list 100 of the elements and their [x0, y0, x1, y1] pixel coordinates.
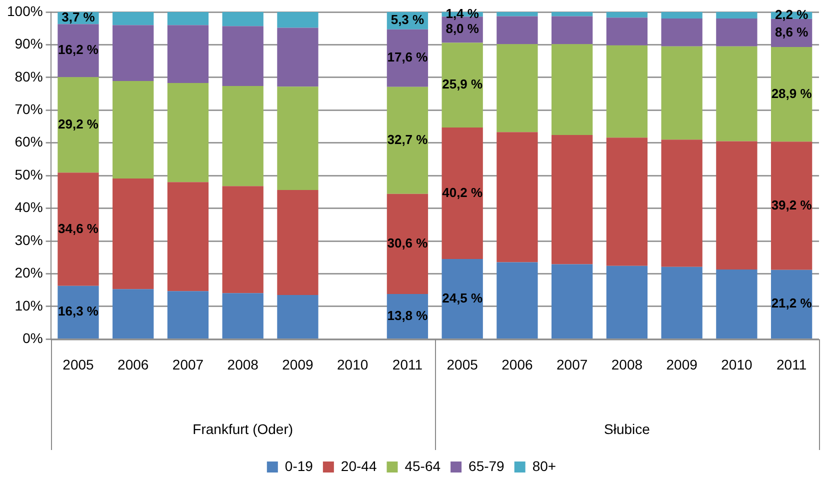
bar — [661, 18, 702, 46]
bar — [386, 86, 428, 194]
y-tick-label: 80% — [14, 68, 43, 84]
y-tick-label: 50% — [14, 166, 43, 182]
data-label: 39,2 % — [771, 197, 812, 212]
bar — [112, 12, 154, 26]
bar — [167, 182, 209, 292]
x-tick-label: 2011 — [776, 356, 807, 372]
bar — [552, 264, 593, 338]
data-label: 13,8 % — [387, 308, 428, 323]
data-label: 3,7 % — [62, 10, 96, 25]
data-label: 29,2 % — [58, 116, 99, 132]
bar — [606, 18, 648, 46]
bar — [442, 259, 483, 338]
y-tick-label: 30% — [14, 232, 43, 248]
bar — [58, 77, 99, 173]
data-label: 25,9 % — [442, 76, 484, 92]
data-label: 21,2 % — [771, 296, 812, 311]
bar — [606, 12, 648, 18]
bar — [661, 12, 702, 19]
bar — [58, 286, 99, 338]
bar — [167, 25, 209, 84]
bar — [442, 128, 483, 260]
data-label: 28,9 % — [771, 86, 812, 101]
data-label: 8,0 % — [446, 21, 480, 36]
bar — [167, 12, 209, 26]
x-tick-label: 2009 — [282, 356, 314, 372]
bar — [716, 18, 758, 46]
x-tick-label: 2011 — [392, 356, 423, 372]
x-tick-label: 2009 — [666, 356, 698, 372]
y-tick-label: 60% — [14, 134, 43, 150]
y-tick-label: 40% — [14, 199, 43, 216]
x-tick-label: 2007 — [172, 356, 204, 372]
bar — [770, 142, 812, 270]
legend-label: 65-79 — [468, 458, 505, 474]
data-label: 8,6 % — [774, 24, 809, 40]
x-tick-label: 2008 — [611, 356, 643, 372]
bar — [277, 86, 318, 190]
bar — [58, 24, 99, 78]
x-tick-label: 2008 — [227, 356, 259, 372]
bar — [222, 26, 264, 86]
bar — [716, 270, 758, 338]
bar — [661, 266, 702, 338]
data-label: 34,6 % — [58, 220, 99, 236]
bar — [496, 12, 538, 16]
bar — [606, 266, 648, 338]
data-label: 17,6 % — [387, 50, 428, 65]
bar — [112, 178, 154, 290]
bar — [496, 132, 538, 262]
bar — [770, 47, 812, 142]
data-label: 40,2 % — [442, 184, 484, 200]
bar — [112, 81, 154, 179]
y-tick-label: 90% — [14, 36, 43, 52]
bar — [167, 291, 209, 338]
bar — [716, 141, 758, 270]
bar — [222, 186, 264, 294]
bar — [277, 190, 318, 296]
data-label: 16,3 % — [58, 304, 99, 319]
bar — [606, 45, 648, 138]
y-tick-label: 0% — [22, 330, 43, 346]
x-tick-label: 2007 — [556, 356, 588, 372]
bar — [277, 295, 318, 338]
bar — [496, 44, 538, 132]
data-label: 16,2 % — [58, 42, 99, 58]
x-tick-label: 2010 — [721, 356, 752, 372]
bar — [167, 83, 209, 182]
x-tick-label: 2010 — [337, 356, 368, 372]
x-tick-label: 2005 — [62, 356, 94, 372]
bar — [442, 42, 483, 128]
bar — [222, 293, 264, 338]
legend-label: 45-64 — [404, 458, 441, 474]
legend-label: 0-19 — [284, 458, 314, 474]
bar — [552, 16, 593, 44]
bar — [112, 25, 154, 82]
bar — [386, 194, 428, 294]
bar — [661, 46, 702, 140]
bar — [770, 270, 812, 338]
bar — [277, 12, 318, 28]
bar — [222, 86, 264, 186]
data-label: 5,3 % — [390, 12, 425, 28]
x-tick-label: 2006 — [502, 356, 533, 372]
bar — [661, 140, 702, 267]
bar — [496, 262, 538, 338]
data-label: 30,6 % — [387, 236, 428, 251]
y-tick-label: 70% — [14, 101, 43, 118]
bar — [496, 16, 538, 44]
legend-label: 80+ — [532, 458, 556, 474]
x-tick-label: 2005 — [446, 356, 478, 372]
bar — [716, 46, 758, 142]
data-label: 2,2 % — [774, 6, 809, 22]
x-tick-label: 2006 — [118, 356, 149, 372]
bar — [386, 29, 428, 87]
bar — [112, 289, 154, 338]
bar — [222, 12, 264, 26]
bar — [606, 138, 648, 266]
legend-label: 20-44 — [340, 458, 377, 474]
y-tick-label: 100% — [6, 2, 43, 19]
bar — [552, 44, 593, 136]
y-tick-label: 10% — [14, 297, 43, 314]
data-label: 32,7 % — [387, 132, 428, 148]
